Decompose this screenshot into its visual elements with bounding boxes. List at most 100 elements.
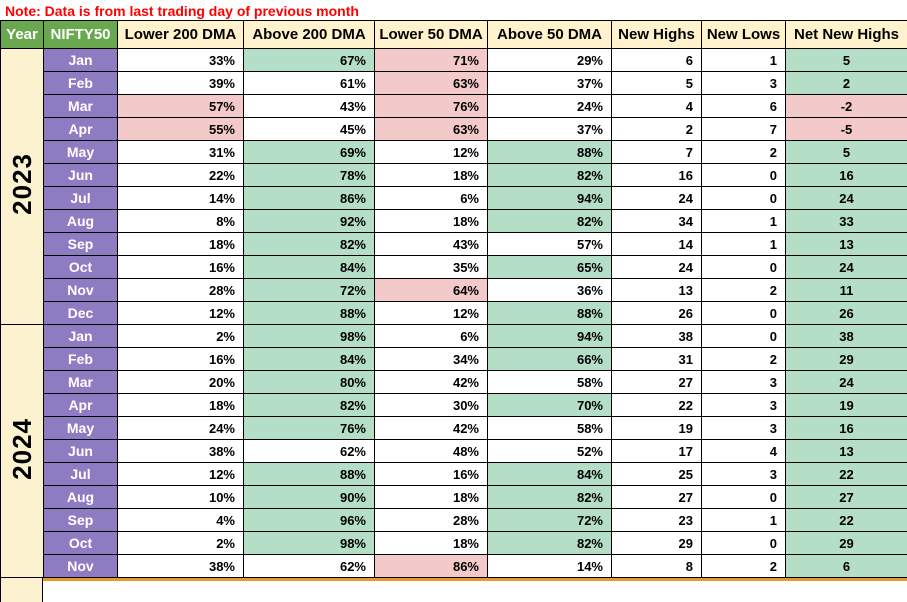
cell-new-highs: 22 bbox=[611, 393, 702, 417]
cell-above-50-dma: 29% bbox=[487, 48, 612, 72]
cell-lower-50-dma: 42% bbox=[374, 416, 488, 440]
footer-strip bbox=[0, 578, 907, 602]
cell-new-lows: 0 bbox=[701, 163, 786, 187]
cell-lower-200-dma: 31% bbox=[117, 140, 244, 164]
cell-new-highs: 23 bbox=[611, 508, 702, 532]
cell-above-200-dma: 90% bbox=[243, 485, 375, 509]
cell-net-new-highs: 29 bbox=[785, 531, 907, 555]
table-row-2024-feb: Feb 16% 84% 34% 66% 31 2 29 bbox=[1, 347, 907, 371]
month-cell: Nov bbox=[43, 554, 118, 578]
table-row-2023-may: May 31% 69% 12% 88% 7 2 5 bbox=[1, 140, 907, 164]
cell-net-new-highs: 24 bbox=[785, 186, 907, 210]
cell-lower-50-dma: 86% bbox=[374, 554, 488, 578]
col-header-year: Year bbox=[0, 20, 44, 49]
cell-above-50-dma: 14% bbox=[487, 554, 612, 578]
cell-lower-200-dma: 4% bbox=[117, 508, 244, 532]
cell-new-highs: 34 bbox=[611, 209, 702, 233]
table-body: 2023 Jan 33% 67% 71% 29% 6 1 5 Feb 39% 61% 63% 37% 5 3 2… bbox=[0, 48, 907, 578]
month-cell: Sep bbox=[43, 232, 118, 256]
cell-above-200-dma: 98% bbox=[243, 324, 375, 348]
cell-lower-50-dma: 43% bbox=[374, 232, 488, 256]
cell-net-new-highs: 22 bbox=[785, 462, 907, 486]
table-row-2024-jan: 2024 Jan 2% 98% 6% 94% 38 0 38 bbox=[0, 324, 907, 578]
cell-above-50-dma: 82% bbox=[487, 485, 612, 509]
cell-lower-200-dma: 20% bbox=[117, 370, 244, 394]
cell-above-200-dma: 86% bbox=[243, 186, 375, 210]
cell-above-50-dma: 82% bbox=[487, 209, 612, 233]
cell-lower-50-dma: 18% bbox=[374, 485, 488, 509]
cell-new-lows: 7 bbox=[701, 117, 786, 141]
table-row-2024-jul: Jul 12% 88% 16% 84% 25 3 22 bbox=[1, 462, 907, 486]
table-row-2024-mar: Mar 20% 80% 42% 58% 27 3 24 bbox=[1, 370, 907, 394]
month-cell: Aug bbox=[43, 485, 118, 509]
table-row-2023-jun: Jun 22% 78% 18% 82% 16 0 16 bbox=[1, 163, 907, 187]
cell-new-highs: 31 bbox=[611, 347, 702, 371]
col-header-new-highs: New Highs bbox=[611, 20, 702, 49]
year-column-stub bbox=[0, 578, 43, 602]
month-cell: Feb bbox=[43, 347, 118, 371]
cell-above-50-dma: 58% bbox=[487, 416, 612, 440]
cell-net-new-highs: -2 bbox=[785, 94, 907, 118]
year-group-label-2023: 2023 bbox=[0, 48, 44, 325]
cell-lower-200-dma: 2% bbox=[117, 531, 244, 555]
cell-net-new-highs: 26 bbox=[785, 301, 907, 325]
table-row-2023-aug: Aug 8% 92% 18% 82% 34 1 33 bbox=[1, 209, 907, 233]
cell-above-200-dma: 45% bbox=[243, 117, 375, 141]
cell-above-50-dma: 57% bbox=[487, 232, 612, 256]
cell-lower-50-dma: 18% bbox=[374, 163, 488, 187]
year-rotated-text: 2023 bbox=[6, 153, 37, 215]
cell-new-lows: 0 bbox=[701, 301, 786, 325]
table-row-2024-may: May 24% 76% 42% 58% 19 3 16 bbox=[1, 416, 907, 440]
table-row-2024-apr: Apr 18% 82% 30% 70% 22 3 19 bbox=[1, 393, 907, 417]
month-cell: Mar bbox=[43, 370, 118, 394]
month-cell: Jul bbox=[43, 186, 118, 210]
cell-new-lows: 0 bbox=[701, 186, 786, 210]
cell-new-lows: 3 bbox=[701, 462, 786, 486]
cell-new-highs: 17 bbox=[611, 439, 702, 463]
cell-lower-50-dma: 63% bbox=[374, 117, 488, 141]
cell-lower-200-dma: 39% bbox=[117, 71, 244, 95]
cell-lower-50-dma: 28% bbox=[374, 508, 488, 532]
cell-new-lows: 3 bbox=[701, 416, 786, 440]
cell-new-lows: 2 bbox=[701, 140, 786, 164]
table-row-2024-nov: Nov 38% 62% 86% 14% 8 2 6 bbox=[1, 554, 907, 578]
month-cell: Jun bbox=[43, 439, 118, 463]
month-cell: Sep bbox=[43, 508, 118, 532]
cell-new-lows: 3 bbox=[701, 393, 786, 417]
cell-new-highs: 4 bbox=[611, 94, 702, 118]
cell-new-lows: 2 bbox=[701, 554, 786, 578]
cell-new-lows: 2 bbox=[701, 347, 786, 371]
header-row: Year NIFTY50 Lower 200 DMA Above 200 DMA… bbox=[0, 20, 907, 49]
table-row-2023-jul: Jul 14% 86% 6% 94% 24 0 24 bbox=[1, 186, 907, 210]
cell-above-50-dma: 84% bbox=[487, 462, 612, 486]
cell-net-new-highs: 6 bbox=[785, 554, 907, 578]
cell-lower-200-dma: 38% bbox=[117, 439, 244, 463]
month-cell: Oct bbox=[43, 255, 118, 279]
cell-new-lows: 1 bbox=[701, 48, 786, 72]
cell-new-lows: 6 bbox=[701, 94, 786, 118]
cell-above-200-dma: 88% bbox=[243, 301, 375, 325]
cell-net-new-highs: 5 bbox=[785, 140, 907, 164]
cell-above-200-dma: 69% bbox=[243, 140, 375, 164]
table-row-2023-mar: Mar 57% 43% 76% 24% 4 6 -2 bbox=[1, 94, 907, 118]
cell-above-50-dma: 52% bbox=[487, 439, 612, 463]
cell-above-200-dma: 92% bbox=[243, 209, 375, 233]
cell-net-new-highs: 27 bbox=[785, 485, 907, 509]
table-row-2024-aug: Aug 10% 90% 18% 82% 27 0 27 bbox=[1, 485, 907, 509]
month-cell: Feb bbox=[43, 71, 118, 95]
cell-above-50-dma: 65% bbox=[487, 255, 612, 279]
cell-lower-200-dma: 22% bbox=[117, 163, 244, 187]
cell-new-highs: 27 bbox=[611, 370, 702, 394]
month-cell: May bbox=[43, 416, 118, 440]
cell-new-lows: 0 bbox=[701, 485, 786, 509]
cell-lower-50-dma: 18% bbox=[374, 531, 488, 555]
cell-above-50-dma: 58% bbox=[487, 370, 612, 394]
cell-above-200-dma: 88% bbox=[243, 462, 375, 486]
month-cell: Jul bbox=[43, 462, 118, 486]
table-row-2023-feb: Feb 39% 61% 63% 37% 5 3 2 bbox=[1, 71, 907, 95]
month-cell: Dec bbox=[43, 301, 118, 325]
cell-above-200-dma: 82% bbox=[243, 232, 375, 256]
cell-above-200-dma: 43% bbox=[243, 94, 375, 118]
cell-above-50-dma: 88% bbox=[487, 140, 612, 164]
cell-above-200-dma: 76% bbox=[243, 416, 375, 440]
